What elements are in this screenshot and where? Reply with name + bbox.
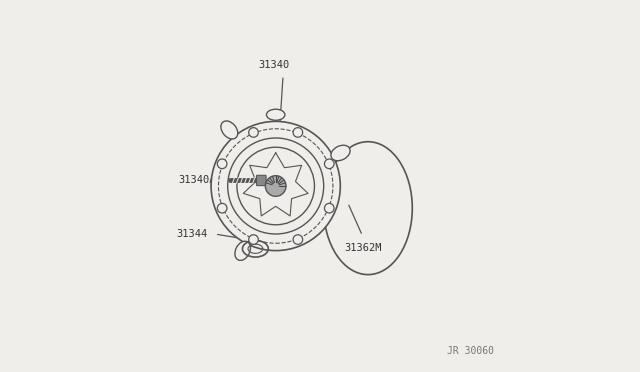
Circle shape [324,203,334,213]
Ellipse shape [331,145,350,161]
Circle shape [218,159,227,169]
Text: JR 30060: JR 30060 [447,346,493,356]
Circle shape [211,121,340,251]
Ellipse shape [266,109,285,120]
Circle shape [324,159,334,169]
Circle shape [249,235,259,244]
Text: 31344: 31344 [176,229,207,239]
FancyBboxPatch shape [257,175,266,186]
Text: 31362M: 31362M [344,243,382,253]
Text: 31340: 31340 [258,60,289,70]
Circle shape [218,203,227,213]
Circle shape [249,128,259,137]
Circle shape [266,176,286,196]
Ellipse shape [221,121,238,139]
Circle shape [293,128,303,137]
Circle shape [228,138,324,234]
Ellipse shape [235,241,250,260]
Text: 31340A: 31340A [178,176,215,186]
Circle shape [293,235,303,244]
